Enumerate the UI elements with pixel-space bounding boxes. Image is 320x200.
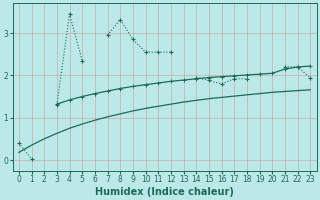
X-axis label: Humidex (Indice chaleur): Humidex (Indice chaleur)	[95, 187, 234, 197]
